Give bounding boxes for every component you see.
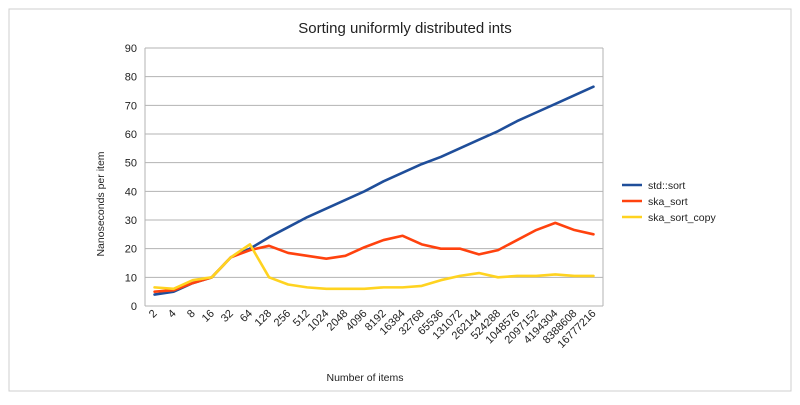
y-tick-label: 70 (125, 100, 137, 112)
y-tick-label: 90 (125, 43, 137, 55)
series-group (153, 85, 595, 296)
chart-title: Sorting uniformly distributed ints (298, 20, 511, 37)
y-tick-label: 50 (125, 158, 137, 170)
y-tick-label: 0 (131, 301, 137, 313)
y-tick-label: 10 (125, 272, 137, 284)
gridlines (145, 47, 603, 307)
legend-label: ska_sort (648, 196, 688, 208)
y-axis: 0 10 20 30 40 50 60 70 80 90 (125, 43, 604, 313)
y-tick-label: 40 (125, 186, 137, 198)
y-tick-label: 60 (125, 129, 137, 141)
y-tick-label: 20 (125, 244, 137, 256)
legend-label: ska_sort_copy (648, 212, 716, 224)
legend-label: std::sort (648, 180, 685, 192)
y-tick-label: 80 (125, 72, 137, 84)
y-axis-title: Nanoseconds per item (95, 151, 107, 256)
y-tick-label: 30 (125, 215, 137, 227)
chart-frame (8, 8, 792, 392)
x-axis-title: Number of items (326, 372, 403, 384)
series-line-ska-sort-copy (153, 243, 595, 291)
